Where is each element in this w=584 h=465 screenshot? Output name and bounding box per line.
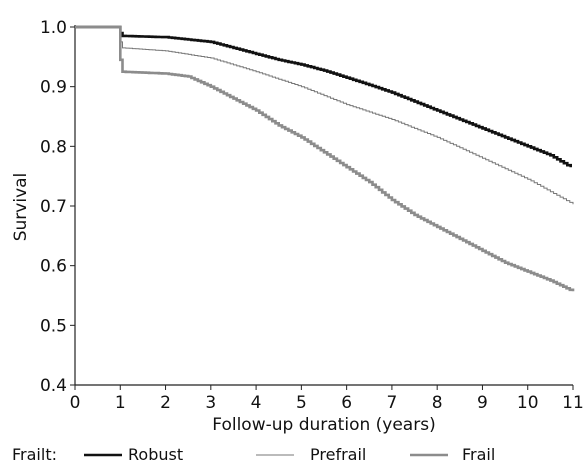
y-tick-label: 0.8 [40, 137, 67, 157]
x-tick-label: 6 [341, 393, 352, 413]
legend-label-prefrail: Prefrail [310, 445, 366, 464]
series-layer [75, 25, 575, 292]
legend-label-robust: Robust [128, 445, 183, 464]
y-tick-label: 1.0 [40, 18, 67, 38]
y-tick-label: 0.7 [40, 197, 67, 217]
y-tick-label: 0.9 [40, 78, 67, 98]
x-tick-label: 8 [432, 393, 443, 413]
axes: 0 1 2 3 4 5 6 7 8 9 10 11 0.4 0.5 0.6 0.7 0.8 0.9 1.0 [40, 18, 584, 413]
x-tick-label: 1 [115, 393, 126, 413]
legend-title: Frailt: [12, 445, 57, 464]
x-tick-label: 0 [70, 393, 81, 413]
x-tick-label: 11 [562, 393, 584, 413]
x-tick-label: 7 [386, 393, 397, 413]
x-tick-label: 9 [477, 393, 488, 413]
x-tick-label: 2 [160, 393, 171, 413]
y-axis-title: Survival [11, 173, 31, 242]
series-line-robust [75, 25, 572, 168]
x-axis-title: Follow-up duration (years) [212, 415, 435, 435]
x-tick-label: 5 [296, 393, 307, 413]
series-line-prefrail [75, 26, 574, 205]
series-line-frail [75, 25, 575, 292]
y-tick-label: 0.5 [40, 316, 67, 336]
y-tick-label: 0.4 [40, 376, 67, 396]
legend-label-frail: Frail [462, 445, 495, 464]
x-tick-label: 10 [517, 393, 539, 413]
y-tick-label: 0.6 [40, 257, 67, 277]
x-tick-label: 4 [251, 393, 262, 413]
legend: Frailt: Robust Prefrail Frail [12, 445, 495, 464]
x-tick-label: 3 [205, 393, 216, 413]
